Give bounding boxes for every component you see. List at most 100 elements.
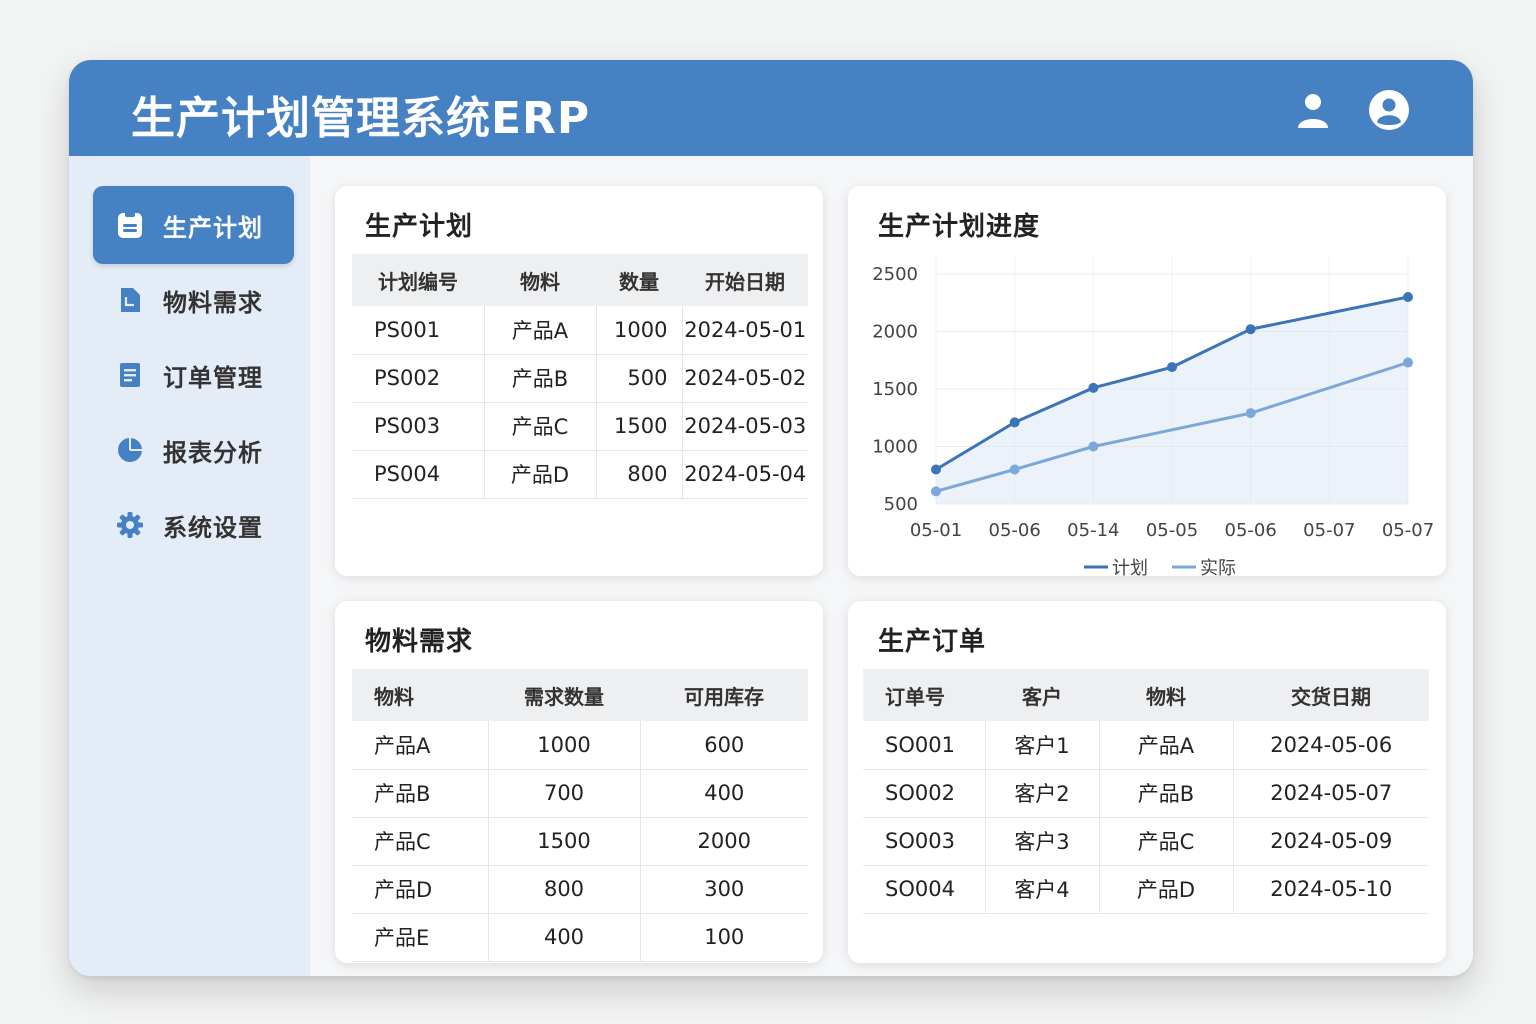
table-row[interactable]: 产品A 1000 600 (352, 721, 808, 770)
table-cell: 400 (640, 769, 808, 818)
column-header: 客户 (985, 669, 1099, 721)
table-row[interactable]: SO004 客户4 产品D 2024-05-10 (863, 865, 1429, 914)
table-cell: 产品B (1099, 769, 1234, 818)
table-cell: 1500 (488, 817, 641, 866)
table-row[interactable]: 产品D 800 300 (352, 865, 808, 914)
sidebar-item-label: 物料需求 (163, 288, 263, 317)
table-cell: 产品C (1099, 817, 1234, 866)
y-tick-label: 1000 (872, 437, 918, 458)
table-row[interactable]: 产品E 400 100 (352, 913, 808, 962)
table-cell: 800 (596, 450, 683, 499)
table-header-row: 物料 需求数量 可用库存 (352, 669, 808, 721)
column-header: 开始日期 (682, 254, 808, 306)
table-row[interactable]: PS003 产品C 1500 2024-05-03 (352, 402, 808, 451)
table-cell: 2024-05-10 (1233, 865, 1429, 914)
plan-title: 生产计划 (365, 212, 474, 242)
app-window: 生产计划管理系统ERP 生产计划 物料需求 (69, 60, 1473, 976)
table-cell: SO004 (863, 865, 986, 914)
table-row[interactable]: SO002 客户2 产品B 2024-05-07 (863, 769, 1429, 818)
table-cell: 产品C (484, 402, 597, 451)
y-tick-label: 2000 (872, 322, 918, 343)
data-point (931, 486, 941, 497)
table-cell: 2024-05-01 (682, 306, 808, 355)
sidebar-item-label: 订单管理 (163, 363, 263, 392)
column-header: 需求数量 (488, 669, 640, 721)
table-cell: 800 (488, 865, 641, 914)
data-point (1167, 362, 1177, 373)
table-cell: 产品B (352, 769, 489, 818)
sidebar-item-orders[interactable]: 订单管理 (93, 336, 294, 414)
plan-table: 计划编号 物料 数量 开始日期 PS001 产品A 1000 2024-05-0… (352, 254, 808, 499)
column-header: 物料 (352, 669, 488, 721)
table-cell: 客户2 (985, 769, 1100, 818)
data-point (931, 464, 941, 475)
data-point (1245, 408, 1256, 419)
sidebar-item-reports[interactable]: 报表分析 (93, 411, 294, 489)
main-content: 生产计划 计划编号 物料 数量 开始日期 PS001 产品A 1000 (310, 156, 1473, 976)
table-cell: 1000 (596, 306, 683, 355)
legend-label: 计划 (1112, 558, 1148, 576)
data-point (1009, 464, 1020, 475)
table-cell: 产品D (484, 450, 597, 499)
legend-label: 实际 (1200, 558, 1236, 576)
table-cell: SO001 (863, 721, 986, 770)
sidebar-item-label: 系统设置 (163, 513, 263, 542)
x-tick-label: 05-07 (1303, 520, 1355, 541)
sidebar-item-label: 生产计划 (163, 213, 263, 242)
account-circle-icon[interactable] (1367, 88, 1411, 132)
table-cell: PS003 (352, 402, 485, 451)
user-icon[interactable] (1291, 88, 1335, 132)
table-row[interactable]: 产品B 700 400 (352, 769, 808, 818)
table-row[interactable]: SO003 客户3 产品C 2024-05-09 (863, 817, 1429, 866)
column-header: 交货日期 (1233, 669, 1429, 721)
orders-table: 订单号 客户 物料 交货日期 SO001 客户1 产品A 2024-05-06 … (863, 669, 1429, 914)
table-row[interactable]: SO001 客户1 产品A 2024-05-06 (863, 721, 1429, 770)
series-line (935, 295, 1409, 471)
table-cell: 700 (488, 769, 641, 818)
table-row[interactable]: PS004 产品D 800 2024-05-04 (352, 450, 808, 499)
material-table: 物料 需求数量 可用库存 产品A 1000 600 产品B 700 400 (352, 669, 808, 962)
x-tick-label: 05-05 (1146, 520, 1198, 541)
column-header: 可用库存 (640, 669, 808, 721)
table-cell: 产品B (484, 354, 597, 403)
table-cell: 产品D (352, 865, 489, 914)
list-document-icon (120, 363, 140, 387)
x-tick-label: 05-01 (910, 520, 962, 541)
table-cell: PS002 (352, 354, 485, 403)
progress-chart: 500 1000 1500 2000 2500 05-01 05-06 05-14 05-05 0… (872, 256, 1434, 576)
table-cell: 2000 (640, 817, 808, 866)
data-point (1403, 357, 1413, 368)
table-row[interactable]: 产品C 1500 2000 (352, 817, 808, 866)
table-row[interactable]: PS002 产品B 500 2024-05-02 (352, 354, 808, 403)
table-cell: 300 (640, 865, 808, 914)
table-cell: 400 (488, 913, 641, 962)
table-cell: 2024-05-03 (682, 402, 808, 451)
material-card: 物料需求 物料 需求数量 可用库存 产品A 1000 600 (335, 601, 823, 963)
sidebar-item-settings[interactable]: 系统设置 (93, 486, 294, 564)
column-header: 物料 (1099, 669, 1233, 721)
table-cell: 2024-05-09 (1233, 817, 1429, 866)
table-cell: 2024-05-07 (1233, 769, 1429, 818)
column-header: 订单号 (863, 669, 985, 721)
table-cell: 1500 (596, 402, 683, 451)
table-cell: 客户4 (985, 865, 1100, 914)
column-header: 物料 (484, 254, 596, 306)
table-row[interactable]: PS001 产品A 1000 2024-05-01 (352, 306, 808, 355)
data-point (1088, 382, 1099, 393)
gear-icon (117, 512, 143, 538)
sidebar-item-label: 报表分析 (163, 438, 263, 467)
table-cell: 1000 (488, 721, 641, 770)
plan-area (936, 297, 1408, 504)
table-cell: 100 (640, 913, 808, 962)
progress-title: 生产计划进度 (878, 212, 1041, 242)
table-cell: 产品A (352, 721, 489, 770)
sidebar-item-material[interactable]: 物料需求 (93, 261, 294, 339)
y-tick-label: 500 (884, 494, 918, 515)
document-icon (121, 288, 140, 312)
column-header: 数量 (596, 254, 682, 306)
table-header-row: 订单号 客户 物料 交货日期 (863, 669, 1429, 721)
table-cell: 客户1 (985, 721, 1100, 770)
column-header: 计划编号 (352, 254, 484, 306)
table-cell: 产品D (1099, 865, 1234, 914)
sidebar-item-production-plan[interactable]: 生产计划 (93, 186, 294, 264)
